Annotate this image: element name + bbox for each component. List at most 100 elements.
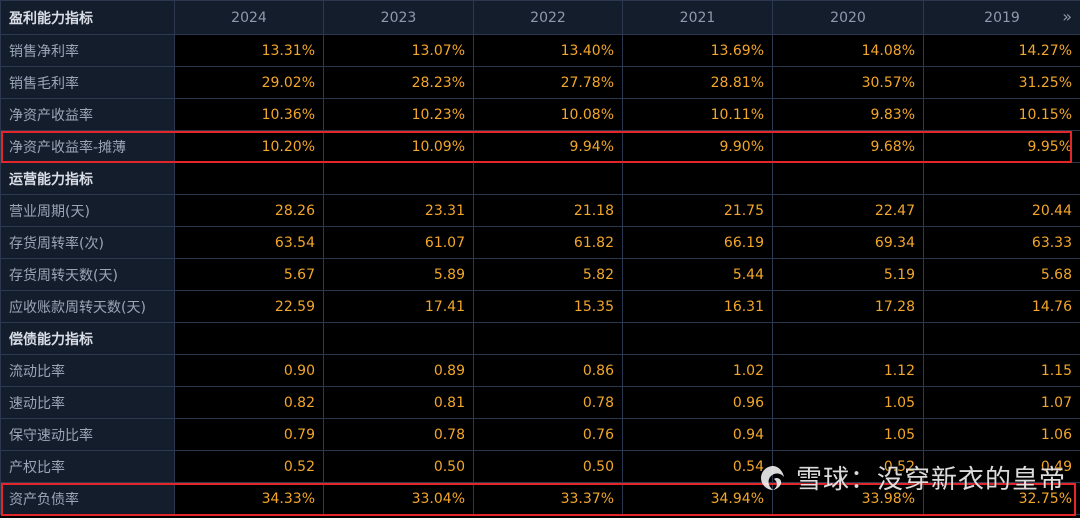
row-label[interactable]: 保守速动比率 xyxy=(0,418,175,451)
value-cell: 10.08% xyxy=(473,98,623,131)
value-cell: 69.34 xyxy=(772,226,924,259)
column-header-year[interactable]: 2020 xyxy=(772,0,924,35)
section-blank-cell xyxy=(323,162,474,195)
value-cell: 9.83% xyxy=(772,98,924,131)
row-label[interactable]: 净资产收益率 xyxy=(0,98,175,131)
table-row: 存货周转率(次) 63.54 61.07 61.82 66.19 69.34 63.33 xyxy=(0,226,1080,259)
value-cell: 31.25% xyxy=(923,66,1080,99)
value-cell: 5.44 xyxy=(622,258,773,291)
table-row: 产权比率 0.52 0.50 0.50 0.54 0.52 0.49 xyxy=(0,450,1080,483)
value-cell: 17.41 xyxy=(323,290,474,323)
value-cell: 9.95% xyxy=(923,130,1080,163)
value-cell: 10.23% xyxy=(323,98,474,131)
value-cell: 13.31% xyxy=(174,34,324,67)
value-cell: 28.23% xyxy=(323,66,474,99)
row-label[interactable]: 销售毛利率 xyxy=(0,66,175,99)
section-title: 偿债能力指标 xyxy=(0,322,175,355)
row-label[interactable]: 营业周期(天) xyxy=(0,194,175,227)
value-cell: 28.81% xyxy=(622,66,773,99)
value-cell: 63.54 xyxy=(174,226,324,259)
value-cell: 13.69% xyxy=(622,34,773,67)
value-cell: 21.18 xyxy=(473,194,623,227)
value-cell: 0.94 xyxy=(622,418,773,451)
value-cell: 29.02% xyxy=(174,66,324,99)
value-cell: 5.68 xyxy=(923,258,1080,291)
value-cell: 9.68% xyxy=(772,130,924,163)
row-label[interactable]: 存货周转率(次) xyxy=(0,226,175,259)
value-cell: 0.49 xyxy=(923,450,1080,483)
section-title-profitability: 盈利能力指标 xyxy=(0,0,175,35)
value-cell: 22.47 xyxy=(772,194,924,227)
table-row: 流动比率 0.90 0.89 0.86 1.02 1.12 1.15 xyxy=(0,354,1080,387)
table-row: 净资产收益率 10.36% 10.23% 10.08% 10.11% 9.83% 10.15… xyxy=(0,98,1080,131)
section-blank-cell xyxy=(323,322,474,355)
section-blank-cell xyxy=(923,162,1080,195)
value-cell: 63.33 xyxy=(923,226,1080,259)
value-cell: 1.05 xyxy=(772,418,924,451)
column-header-year-label: 2019 xyxy=(984,9,1020,26)
value-cell: 5.89 xyxy=(323,258,474,291)
value-cell: 61.82 xyxy=(473,226,623,259)
value-cell: 1.02 xyxy=(622,354,773,387)
value-cell: 10.36% xyxy=(174,98,324,131)
value-cell: 0.86 xyxy=(473,354,623,387)
value-cell: 0.52 xyxy=(174,450,324,483)
row-label[interactable]: 净资产收益率-摊薄 xyxy=(0,130,175,163)
value-cell: 9.90% xyxy=(622,130,773,163)
value-cell: 27.78% xyxy=(473,66,623,99)
value-cell: 13.40% xyxy=(473,34,623,67)
value-cell: 1.12 xyxy=(772,354,924,387)
value-cell: 0.78 xyxy=(323,418,474,451)
column-header-year[interactable]: 2024 xyxy=(174,0,324,35)
row-label[interactable]: 产权比率 xyxy=(0,450,175,483)
value-cell: 14.27% xyxy=(923,34,1080,67)
section-blank-cell xyxy=(622,162,773,195)
value-cell: 0.52 xyxy=(772,450,924,483)
value-cell: 10.15% xyxy=(923,98,1080,131)
double-chevron-right-icon[interactable]: » xyxy=(1062,7,1072,26)
column-header-year[interactable]: 2023 xyxy=(323,0,474,35)
row-label[interactable]: 资产负债率 xyxy=(0,482,175,515)
value-cell: 23.31 xyxy=(323,194,474,227)
row-label[interactable]: 存货周转天数(天) xyxy=(0,258,175,291)
value-cell: 33.37% xyxy=(473,482,623,515)
value-cell: 16.31 xyxy=(622,290,773,323)
value-cell: 0.79 xyxy=(174,418,324,451)
column-header-year[interactable]: 2022 xyxy=(473,0,623,35)
table-row: 资产负债率 34.33% 33.04% 33.37% 34.94% 33.98% 32.75… xyxy=(0,482,1080,515)
value-cell: 1.06 xyxy=(923,418,1080,451)
value-cell: 0.90 xyxy=(174,354,324,387)
value-cell: 33.04% xyxy=(323,482,474,515)
column-header-year[interactable]: 2021 xyxy=(622,0,773,35)
table-row: 销售毛利率 29.02% 28.23% 27.78% 28.81% 30.57% 31.25… xyxy=(0,66,1080,99)
value-cell: 9.94% xyxy=(473,130,623,163)
value-cell: 1.15 xyxy=(923,354,1080,387)
value-cell: 22.59 xyxy=(174,290,324,323)
value-cell: 0.82 xyxy=(174,386,324,419)
section-blank-cell xyxy=(473,322,623,355)
section-blank-cell xyxy=(772,322,924,355)
row-label[interactable]: 销售净利率 xyxy=(0,34,175,67)
table-header-row: 盈利能力指标 2024 2023 2022 2021 2020 2019 » xyxy=(0,0,1080,35)
value-cell: 0.81 xyxy=(323,386,474,419)
value-cell: 0.89 xyxy=(323,354,474,387)
section-blank-cell xyxy=(622,322,773,355)
section-header-row: 偿债能力指标 xyxy=(0,322,1080,355)
section-blank-cell xyxy=(772,162,924,195)
value-cell: 28.26 xyxy=(174,194,324,227)
column-header-year[interactable]: 2019 » xyxy=(923,0,1080,35)
row-label[interactable]: 速动比率 xyxy=(0,386,175,419)
row-label[interactable]: 流动比率 xyxy=(0,354,175,387)
value-cell: 10.11% xyxy=(622,98,773,131)
section-header-row: 运营能力指标 xyxy=(0,162,1080,195)
value-cell: 5.82 xyxy=(473,258,623,291)
value-cell: 0.96 xyxy=(622,386,773,419)
section-blank-cell xyxy=(923,322,1080,355)
value-cell: 14.76 xyxy=(923,290,1080,323)
table-row: 销售净利率 13.31% 13.07% 13.40% 13.69% 14.08% 14.27… xyxy=(0,34,1080,67)
row-label[interactable]: 应收账款周转天数(天) xyxy=(0,290,175,323)
value-cell: 34.33% xyxy=(174,482,324,515)
value-cell: 1.07 xyxy=(923,386,1080,419)
value-cell: 10.09% xyxy=(323,130,474,163)
